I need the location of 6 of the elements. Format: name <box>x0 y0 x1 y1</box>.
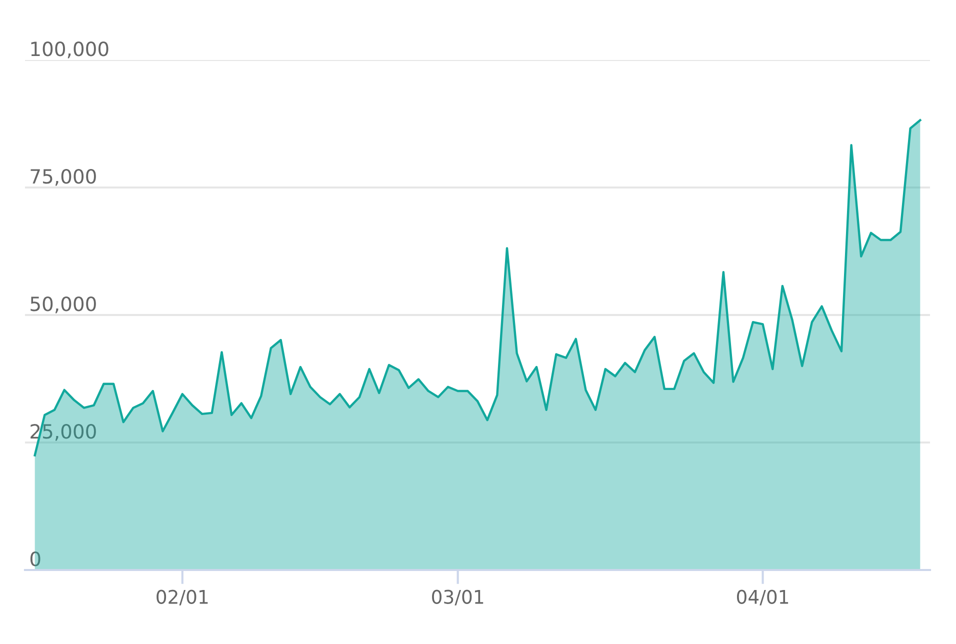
x-tick-label: 02/01 <box>156 590 208 606</box>
x-tick-label: 03/01 <box>432 590 484 606</box>
y-tick-label: 100,000 <box>31 42 108 58</box>
x-tick-label: 04/01 <box>736 590 788 606</box>
y-tick-label: 75,000 <box>30 169 96 186</box>
y-tick-label: 50,000 <box>30 296 96 314</box>
